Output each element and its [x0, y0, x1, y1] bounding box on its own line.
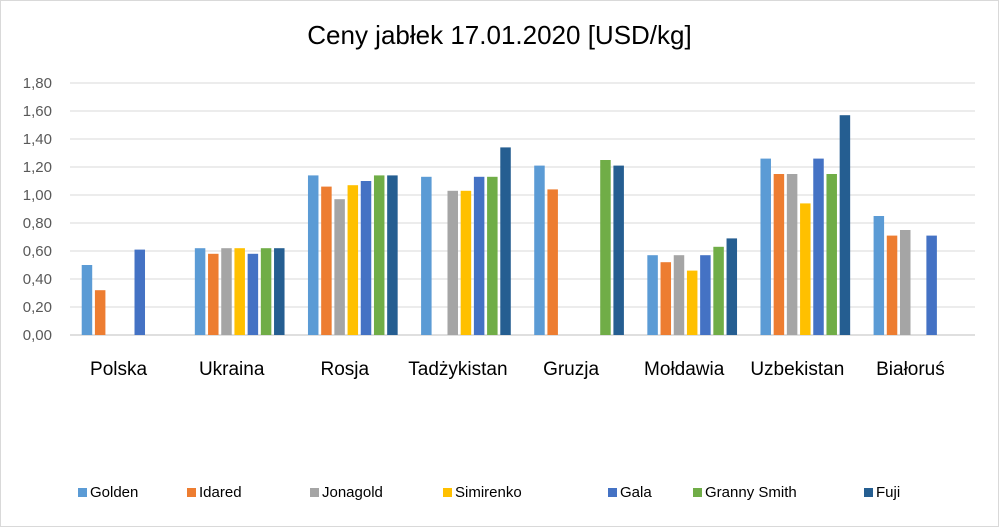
- bar: [600, 160, 611, 335]
- bar: [247, 253, 259, 335]
- bar: [487, 176, 498, 335]
- bar: [307, 175, 319, 335]
- bar: [800, 203, 811, 335]
- y-tick-label: 1,80: [23, 75, 52, 92]
- chart-title: Ceny jabłek 17.01.2020 [USD/kg]: [307, 20, 692, 50]
- bar: [647, 255, 658, 335]
- legend-swatch: [187, 488, 196, 497]
- legend-label: Idared: [199, 484, 242, 501]
- bar: [873, 216, 885, 335]
- bar: [786, 174, 798, 335]
- bar: [334, 199, 345, 335]
- legend-label: Fuji: [876, 484, 901, 501]
- x-category-label: Rosja: [321, 359, 370, 380]
- bar: [773, 174, 785, 335]
- bar: [813, 158, 824, 335]
- y-tick-label: 1,20: [23, 159, 52, 176]
- bar: [447, 190, 458, 335]
- x-category-label: Białoruś: [876, 359, 945, 380]
- bar: [81, 265, 93, 335]
- bar: [473, 176, 485, 335]
- legend-item: Idared: [187, 484, 242, 501]
- legend-swatch: [443, 488, 452, 497]
- bar: [347, 185, 359, 335]
- x-category-label: Ukraina: [199, 359, 265, 380]
- legend-swatch: [78, 488, 87, 497]
- bar: [660, 262, 672, 335]
- legend-swatch: [864, 488, 873, 497]
- legend-swatch: [608, 488, 617, 497]
- bar: [839, 115, 851, 335]
- bar: [700, 255, 711, 335]
- bar: [726, 238, 738, 335]
- legend-label: Simirenko: [455, 484, 522, 501]
- bar: [460, 190, 472, 335]
- bar: [360, 181, 372, 335]
- bar: [673, 255, 685, 335]
- bar: [926, 235, 937, 335]
- legend-label: Granny Smith: [705, 484, 797, 501]
- bar: [321, 186, 332, 335]
- x-category-label: Tadżykistan: [408, 359, 507, 380]
- bar: [421, 176, 432, 335]
- legend-swatch: [693, 488, 702, 497]
- y-tick-label: 0,40: [23, 271, 52, 288]
- legend-item: Jonagold: [310, 484, 383, 501]
- y-tick-label: 0,00: [23, 327, 52, 344]
- legend-label: Gala: [620, 484, 652, 501]
- y-tick-label: 0,60: [23, 243, 52, 260]
- bar: [373, 175, 385, 335]
- bar: [534, 165, 545, 335]
- bar: [760, 158, 771, 335]
- legend-item: Golden: [78, 484, 138, 501]
- bar: [899, 230, 911, 335]
- bar: [713, 246, 724, 335]
- legend-label: Jonagold: [322, 484, 383, 501]
- bar: [221, 248, 232, 335]
- bar: [234, 248, 245, 335]
- y-tick-label: 1,00: [23, 187, 52, 204]
- x-category-label: Mołdawia: [644, 359, 725, 380]
- x-category-label: Gruzja: [543, 359, 599, 380]
- bar: [134, 249, 146, 335]
- y-tick-label: 0,80: [23, 215, 52, 232]
- y-tick-label: 0,20: [23, 299, 52, 316]
- bar: [886, 235, 898, 335]
- bar: [387, 175, 398, 335]
- y-tick-label: 1,40: [23, 131, 52, 148]
- legend-item: Fuji: [864, 484, 900, 501]
- legend-item: Gala: [608, 484, 652, 501]
- legend-item: Granny Smith: [693, 484, 797, 501]
- bar: [194, 248, 206, 335]
- bar: [94, 290, 106, 335]
- bar: [500, 147, 511, 335]
- bar: [686, 270, 698, 335]
- bar: [613, 165, 624, 335]
- bar: [208, 253, 219, 335]
- bar: [547, 189, 558, 335]
- x-category-label: Uzbekistan: [750, 359, 844, 380]
- legend-item: Simirenko: [443, 484, 522, 501]
- bar: [826, 174, 837, 335]
- bar: [274, 248, 285, 335]
- legend-label: Golden: [90, 484, 139, 501]
- legend-swatch: [310, 488, 319, 497]
- bar: [260, 248, 272, 335]
- x-category-label: Polska: [90, 359, 147, 380]
- y-tick-label: 1,60: [23, 103, 52, 120]
